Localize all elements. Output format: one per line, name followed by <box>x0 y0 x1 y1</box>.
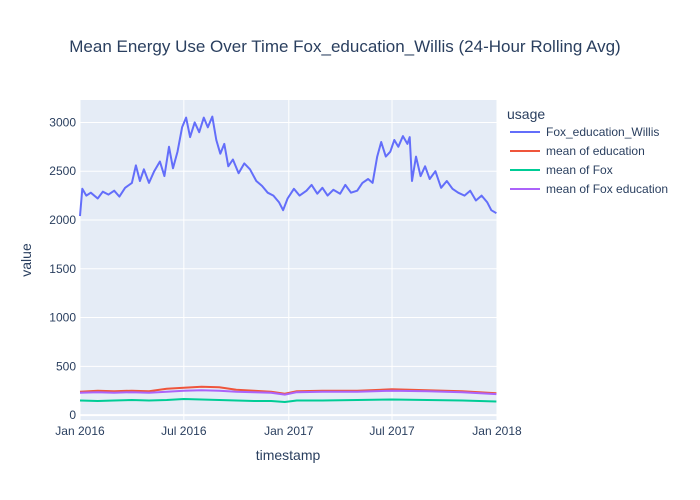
y-tick-label: 0 <box>69 408 76 422</box>
legend-title: usage <box>507 106 545 122</box>
x-axis-ticks: Jan 2016 Jul 2016 Jan 2017 Jul 2017 Jan 2018 <box>55 424 522 438</box>
series-lines <box>79 115 497 403</box>
series-line-1 <box>79 115 497 217</box>
y-tick-label: 3000 <box>49 115 76 129</box>
y-tick-label: 1000 <box>49 311 76 325</box>
series-line-2 <box>79 385 497 395</box>
legend-label: mean of Fox education <box>546 182 668 196</box>
x-axis-title: timestamp <box>256 447 321 463</box>
legend-item[interactable]: Fox_education_Willis <box>510 125 659 139</box>
grid <box>79 100 498 420</box>
y-tick-label: 2500 <box>49 164 76 178</box>
legend-item[interactable]: mean of Fox <box>510 163 613 177</box>
legend-item[interactable]: mean of Fox education <box>510 182 668 196</box>
legend-item[interactable]: mean of education <box>510 144 645 158</box>
x-tick-label: Jan 2017 <box>264 424 314 438</box>
x-tick-label: Jul 2017 <box>369 424 415 438</box>
x-tick-label: Jan 2018 <box>472 424 522 438</box>
legend-label: mean of education <box>546 144 645 158</box>
legend-label: Fox_education_Willis <box>546 125 659 139</box>
y-tick-label: 1500 <box>49 262 76 276</box>
y-axis-title: value <box>18 243 34 277</box>
chart-title: Mean Energy Use Over Time Fox_education_… <box>69 37 620 56</box>
x-tick-label: Jul 2016 <box>161 424 207 438</box>
y-axis-ticks: 0 500 1000 1500 2000 2500 3000 <box>49 115 76 422</box>
y-tick-label: 2000 <box>49 213 76 227</box>
series-line-4 <box>79 389 497 396</box>
series-line-3 <box>79 398 497 403</box>
legend-label: mean of Fox <box>546 163 613 177</box>
x-tick-label: Jan 2016 <box>55 424 105 438</box>
y-tick-label: 500 <box>56 359 76 373</box>
